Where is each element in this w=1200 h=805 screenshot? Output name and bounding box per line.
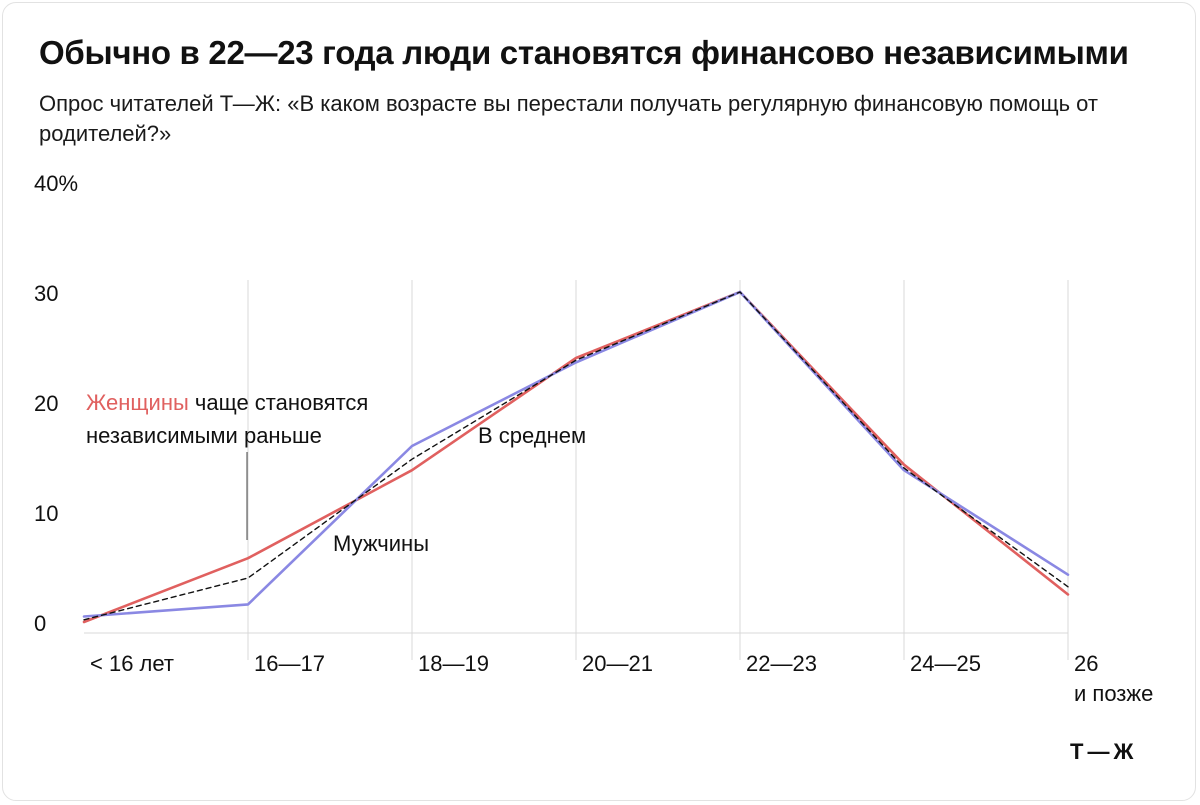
logo-text: Т—Ж <box>1070 739 1137 764</box>
x-tick-label: 18—19 <box>418 651 489 676</box>
x-tick-label: 22—23 <box>746 651 817 676</box>
women-annotation-line2: независимыми раньше <box>86 423 322 448</box>
women-annotation: Женщины чаще становятся <box>86 390 368 415</box>
y-tick-label: 10 <box>34 501 58 526</box>
grid-lines <box>247 280 1069 660</box>
women-highlight-label: Женщины <box>86 390 189 415</box>
tzh-logo: Т—Ж <box>1070 739 1137 764</box>
x-tick-label: 24—25 <box>910 651 981 676</box>
x-tick-label: 26 и позже <box>1074 651 1153 706</box>
y-tick-label: 20 <box>34 391 58 416</box>
x-tick-label: 16—17 <box>254 651 325 676</box>
annotations: Женщины чаще становятся независимыми ран… <box>86 390 586 556</box>
x-tick-label: 20—21 <box>582 651 653 676</box>
men-series-line <box>82 290 1070 618</box>
women-annotation-rest: чаще становятся <box>189 390 369 415</box>
y-tick-label: 40% <box>34 171 78 196</box>
average-annotation: В среднем <box>478 423 586 448</box>
men-annotation: Мужчины <box>333 531 429 556</box>
y-axis-ticks: 0 10 20 30 40% <box>34 171 78 636</box>
series-lines <box>82 290 1070 624</box>
x-axis-ticks: < 16 лет 16—17 18—19 20—21 22—23 24—25 26 и поз… <box>90 651 1153 706</box>
chart-subtitle: Опрос читателей Т—Ж: «В каком возрасте в… <box>39 91 1099 146</box>
average-series-line <box>83 291 1069 621</box>
y-tick-label: 30 <box>34 281 58 306</box>
y-tick-label: 0 <box>34 611 46 636</box>
women-series-line <box>82 290 1070 624</box>
x-tick-label: < 16 лет <box>90 651 174 676</box>
chart-title: Обычно в 22—23 года люди становятся фина… <box>39 34 1129 71</box>
